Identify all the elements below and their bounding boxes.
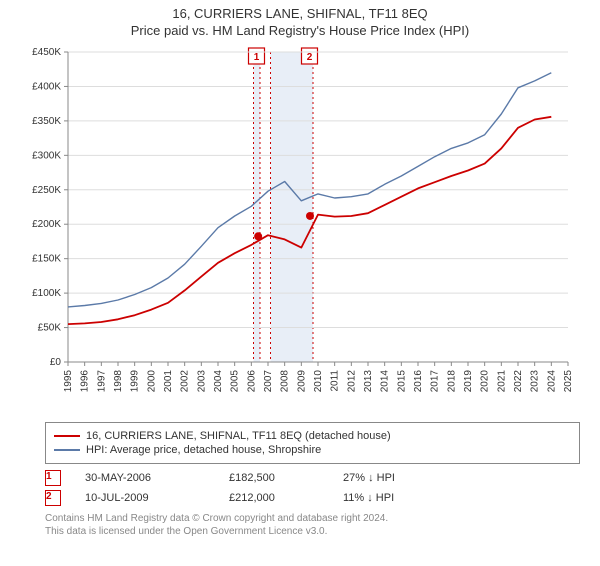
svg-text:2023: 2023 [530,370,541,393]
svg-text:2016: 2016 [413,370,424,393]
chart-svg: 1 2 £0 £50K £100K £150K £200K £250K £300K £350K £4… [20,44,580,414]
sale-price-1: £182,500 [229,472,319,484]
svg-text:2005: 2005 [230,370,241,393]
svg-text:2010: 2010 [313,370,324,393]
svg-text:2008: 2008 [280,370,291,393]
svg-text:2004: 2004 [213,370,224,393]
sale-date-1: 30-MAY-2006 [85,472,205,484]
svg-text:£100K: £100K [32,288,61,299]
svg-text:2007: 2007 [263,370,274,393]
svg-text:2001: 2001 [163,370,174,393]
footer-line-2: This data is licensed under the Open Gov… [45,525,580,538]
legend-row-property: 16, CURRIERS LANE, SHIFNAL, TF11 8EQ (de… [54,430,571,442]
legend-row-hpi: HPI: Average price, detached house, Shro… [54,444,571,456]
sale-delta-1: 27% ↓ HPI [343,472,433,484]
svg-text:2002: 2002 [180,370,191,393]
svg-text:2013: 2013 [363,370,374,393]
svg-text:2012: 2012 [346,370,357,393]
svg-text:2024: 2024 [546,370,557,393]
legend-label-hpi: HPI: Average price, detached house, Shro… [86,444,321,456]
svg-text:2021: 2021 [496,370,507,393]
svg-text:2014: 2014 [380,370,391,393]
svg-text:2019: 2019 [463,370,474,393]
footer-line-1: Contains HM Land Registry data © Crown c… [45,512,580,525]
legend: 16, CURRIERS LANE, SHIFNAL, TF11 8EQ (de… [45,422,580,464]
sale-row-1: 1 30-MAY-2006 £182,500 27% ↓ HPI [45,470,600,486]
chart-title-address: 16, CURRIERS LANE, SHIFNAL, TF11 8EQ [0,6,600,21]
footer-attribution: Contains HM Land Registry data © Crown c… [45,512,580,538]
svg-text:£350K: £350K [32,116,61,127]
svg-text:£0: £0 [50,357,62,368]
svg-text:£150K: £150K [32,254,61,265]
svg-text:2022: 2022 [513,370,524,393]
svg-text:1998: 1998 [113,370,124,393]
svg-text:2000: 2000 [146,370,157,393]
sale-delta-2: 11% ↓ HPI [343,492,433,504]
svg-text:£250K: £250K [32,185,61,196]
sale-marker-1: 1 [45,470,61,486]
svg-text:2025: 2025 [563,370,574,393]
svg-text:2009: 2009 [296,370,307,393]
svg-text:2018: 2018 [446,370,457,393]
legend-label-property: 16, CURRIERS LANE, SHIFNAL, TF11 8EQ (de… [86,430,391,442]
svg-text:£50K: £50K [38,323,62,334]
sale-price-2: £212,000 [229,492,319,504]
svg-text:2017: 2017 [430,370,441,393]
svg-text:£200K: £200K [32,219,61,230]
svg-text:1996: 1996 [80,370,91,393]
svg-text:1995: 1995 [63,370,74,393]
svg-text:2003: 2003 [196,370,207,393]
svg-text:£400K: £400K [32,81,61,92]
svg-text:2011: 2011 [330,370,341,392]
svg-text:1: 1 [254,52,260,63]
sale-marker-2: 2 [45,490,61,506]
svg-text:£450K: £450K [32,47,61,58]
sale-date-2: 10-JUL-2009 [85,492,205,504]
svg-text:1999: 1999 [130,370,141,393]
sale-row-2: 2 10-JUL-2009 £212,000 11% ↓ HPI [45,490,600,506]
legend-swatch-property [54,435,80,437]
price-chart: 1 2 £0 £50K £100K £150K £200K £250K £300K £350K £4… [20,44,580,414]
legend-swatch-hpi [54,449,80,451]
svg-text:2006: 2006 [246,370,257,393]
svg-text:£300K: £300K [32,150,61,161]
svg-text:2: 2 [307,52,313,63]
svg-text:2015: 2015 [396,370,407,393]
chart-subtitle: Price paid vs. HM Land Registry's House … [0,23,600,38]
svg-text:1997: 1997 [96,370,107,393]
svg-text:2020: 2020 [480,370,491,393]
